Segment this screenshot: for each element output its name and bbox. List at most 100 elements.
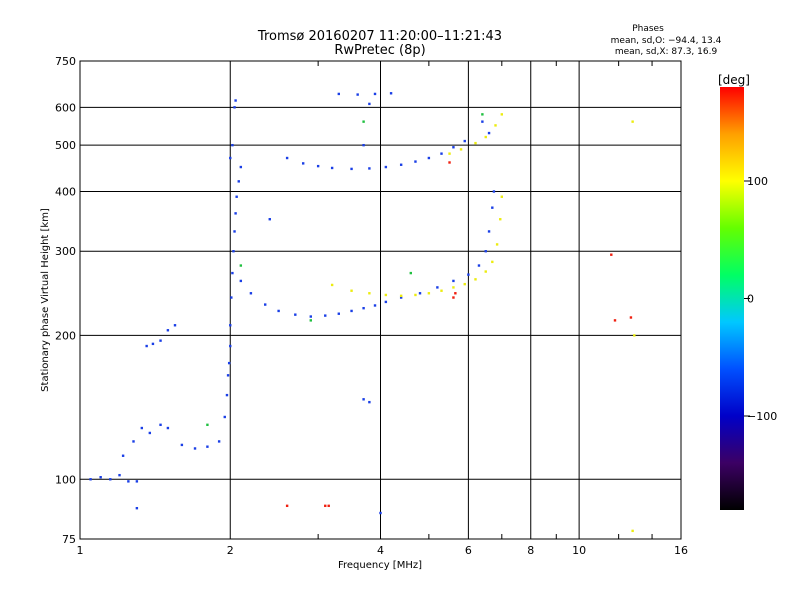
x-tick-label: 2 <box>227 544 234 557</box>
data-point <box>481 120 484 123</box>
x-tick-label: 1 <box>77 544 84 557</box>
data-point <box>231 271 234 275</box>
data-point <box>121 454 125 457</box>
data-point <box>217 440 221 443</box>
data-point <box>427 156 431 160</box>
colorbar <box>720 87 744 510</box>
data-point <box>148 431 152 435</box>
data-point <box>454 292 457 295</box>
data-point <box>324 314 327 317</box>
data-point <box>193 447 197 450</box>
data-point <box>229 324 232 327</box>
y-tick-label: 400 <box>55 185 76 198</box>
data-point <box>474 278 477 281</box>
x-tick-label: 6 <box>465 544 472 557</box>
data-point <box>159 423 162 427</box>
x-tick-label: 8 <box>527 544 534 557</box>
data-point <box>373 304 377 307</box>
stats-x-mode: mean, sd,X: 87.3, 16.9 <box>615 47 718 57</box>
data-point <box>337 312 341 315</box>
data-point <box>309 319 312 322</box>
data-points <box>89 92 636 533</box>
data-point <box>249 292 253 295</box>
data-point <box>145 344 148 348</box>
data-point <box>368 167 371 170</box>
data-point <box>294 313 297 316</box>
data-point <box>264 303 267 306</box>
data-point <box>237 180 240 183</box>
y-tick-label: 300 <box>55 245 76 258</box>
data-point <box>232 250 235 253</box>
data-point <box>362 398 365 401</box>
data-point <box>362 306 365 310</box>
x-axis-label: Frequency [MHz] <box>338 560 422 571</box>
data-point <box>384 293 388 297</box>
data-point <box>463 282 466 286</box>
data-point <box>231 143 234 147</box>
data-point <box>239 264 243 267</box>
data-point <box>448 152 451 155</box>
data-point <box>487 230 491 233</box>
data-point <box>356 93 359 96</box>
data-point <box>631 529 634 533</box>
data-point <box>452 146 455 149</box>
data-point <box>233 230 236 233</box>
data-point <box>448 161 451 164</box>
colorbar-tick-label: 0 <box>747 293 754 306</box>
data-point <box>368 102 371 106</box>
data-point <box>440 152 443 155</box>
data-point <box>362 120 365 123</box>
data-point <box>463 139 466 143</box>
data-point <box>484 270 487 273</box>
data-point <box>467 273 470 276</box>
data-point <box>309 315 312 318</box>
data-point <box>234 99 237 102</box>
data-point <box>459 148 463 151</box>
y-tick-label: 600 <box>55 101 76 114</box>
data-point <box>610 253 613 256</box>
data-point <box>399 294 403 298</box>
data-point <box>327 504 330 508</box>
data-point <box>206 423 209 427</box>
data-point <box>324 504 327 508</box>
data-point <box>118 473 121 477</box>
data-point <box>140 426 144 430</box>
data-point <box>350 289 353 292</box>
data-point <box>225 393 229 397</box>
data-point <box>229 344 232 348</box>
data-point <box>350 309 353 313</box>
data-point <box>226 374 230 377</box>
data-point <box>89 478 92 481</box>
data-point <box>285 504 289 508</box>
data-point <box>500 195 504 198</box>
data-point <box>180 443 184 447</box>
data-point <box>127 480 130 483</box>
data-point <box>492 190 496 193</box>
data-point <box>135 506 139 510</box>
data-point <box>368 292 371 295</box>
x-tick-label: 4 <box>377 544 384 557</box>
data-point <box>440 289 443 292</box>
data-point <box>414 160 417 163</box>
data-point <box>418 292 422 295</box>
x-axis-ticks: 1 2 4 6 8 10 16 <box>77 61 688 557</box>
chart-title: Tromsø 20160207 11:20:00–11:21:43 <box>257 29 502 44</box>
data-point <box>268 218 271 221</box>
data-point <box>166 426 170 430</box>
y-tick-label: 750 <box>55 55 76 68</box>
data-point <box>99 476 102 479</box>
data-point <box>277 309 280 313</box>
y-axis-ticks: 75 100 200 300 400 500 600 750 <box>55 55 76 546</box>
y-axis-label: Stationary phase Virtual Height [km] <box>40 208 51 392</box>
y-tick-label: 200 <box>55 329 76 342</box>
data-point <box>330 166 334 170</box>
data-point <box>135 480 139 483</box>
data-point <box>223 415 226 419</box>
data-point <box>173 324 177 327</box>
data-point <box>629 316 633 319</box>
data-point <box>491 260 494 264</box>
data-point <box>337 92 341 96</box>
data-point <box>487 131 491 135</box>
data-point <box>233 106 236 109</box>
